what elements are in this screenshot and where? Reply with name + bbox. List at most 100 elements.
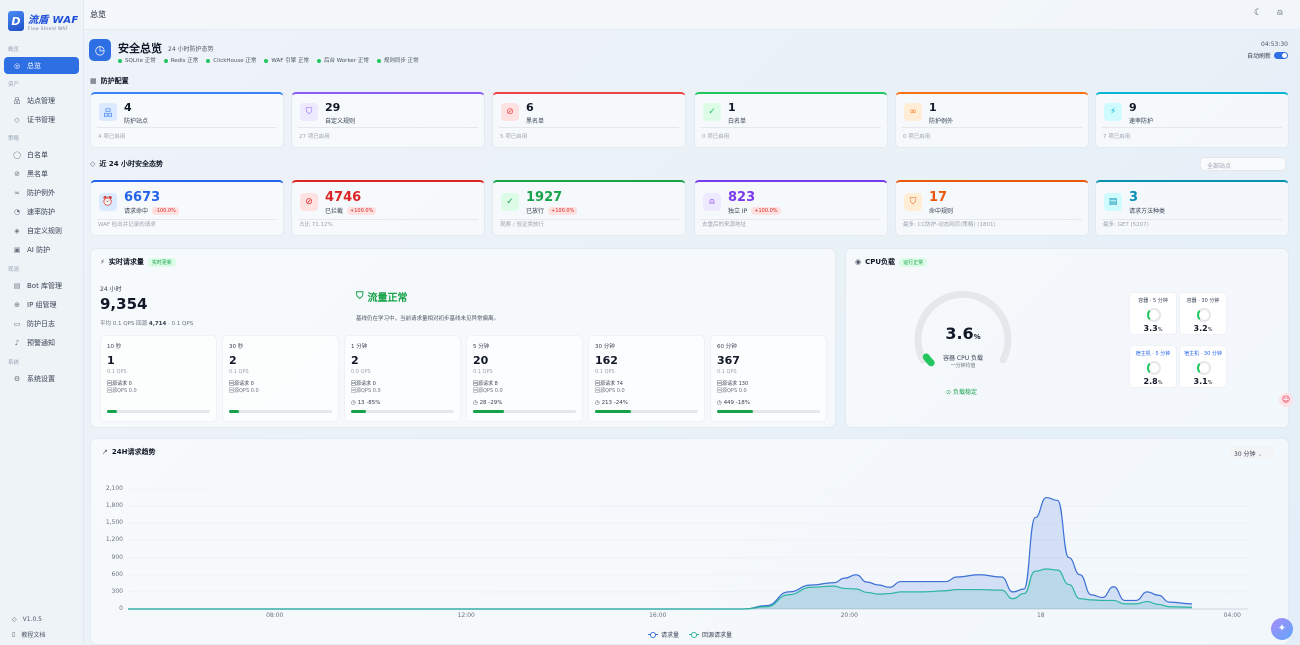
trend-card-badge: +100.0% bbox=[751, 206, 781, 215]
nav-section-system: 系统 bbox=[8, 360, 20, 366]
check-circle-icon: ✓ bbox=[501, 193, 519, 211]
topbar: 总览 ☾ ⍝ bbox=[84, 0, 1300, 30]
site-select[interactable]: 全部站点 bbox=[1200, 157, 1286, 171]
sidebar-item-blacklist[interactable]: ⊘ 黑名单 bbox=[4, 165, 79, 182]
sidebar-item-label: 总览 bbox=[27, 61, 41, 70]
bolt-icon: ⚡ bbox=[1104, 103, 1122, 121]
version: ◇ V1.0.5 bbox=[12, 616, 42, 623]
window-backend: 回源请求 130 bbox=[717, 381, 749, 387]
window-label: 30 秒 bbox=[229, 344, 244, 350]
sidebar-item-sites[interactable]: 品站点管理 bbox=[4, 92, 79, 109]
x-tick-label: 20:00 bbox=[840, 612, 858, 619]
window-backend-qps: 回源QPS 0.0 bbox=[351, 388, 381, 394]
window-label: 60 分钟 bbox=[717, 344, 737, 350]
sidebar-item-alerts[interactable]: ♪ 预警通知 bbox=[4, 334, 79, 351]
logo-mark: D bbox=[8, 11, 24, 31]
config-card-value: 4 bbox=[124, 101, 132, 114]
config-card-foot: 27 项已启用 bbox=[299, 134, 330, 140]
window-qps: 0.1 QPS bbox=[717, 369, 737, 375]
breadcrumb: 总览 bbox=[90, 10, 106, 19]
sidebar-item-label: IP 组管理 bbox=[27, 300, 57, 309]
auto-refresh[interactable]: 自动刷新 bbox=[1247, 51, 1288, 60]
legend-requests[interactable]: 请求量 bbox=[648, 630, 679, 639]
auto-refresh-toggle[interactable] bbox=[1274, 52, 1288, 59]
trend-card-label: 命中规则 bbox=[929, 208, 954, 215]
sidebar-item-bot[interactable]: ▤ Bot 库管理 bbox=[4, 277, 79, 294]
sidebar-item-settings[interactable]: ⚙ 系统设置 bbox=[4, 370, 79, 387]
sidebar-item-overview[interactable]: ◎ 总览 bbox=[4, 57, 79, 74]
cpu-label: 容器 CPU 负载 bbox=[942, 355, 983, 362]
trend-chart bbox=[128, 489, 1248, 610]
sparkle-icon[interactable]: ✦ bbox=[1271, 618, 1293, 640]
link-icon: ∞ bbox=[904, 103, 922, 121]
window-value: 2 bbox=[351, 354, 359, 367]
config-card[interactable]: ✓ 1 白名单 0 项已启用 bbox=[694, 92, 888, 148]
cpu-mini-gauge: 宿主机 · 5 分钟 2.8% bbox=[1129, 345, 1177, 388]
trend-card-label: 请求命中 bbox=[124, 208, 149, 215]
sidebar-item-certs[interactable]: ◇ 证书管理 bbox=[4, 111, 79, 128]
realtime-total: 9,354 bbox=[100, 295, 148, 313]
sidebar-item-logs[interactable]: ▭ 防护日志 bbox=[4, 315, 79, 332]
cpu-gauge bbox=[914, 290, 1012, 367]
window-backend: 回源请求 8 bbox=[473, 381, 498, 387]
clock-icon: ◷ bbox=[473, 400, 478, 406]
config-card[interactable]: 品 4 防护站点 4 项已启用 bbox=[90, 92, 284, 148]
eye-icon: ◉ bbox=[855, 258, 862, 266]
trend-card[interactable]: ▤ 3 请求方法种类 最多: GET (5207) bbox=[1095, 180, 1289, 236]
sidebar-item-whitelist[interactable]: ◯ 白名单 bbox=[4, 146, 79, 163]
config-card-foot: 4 项已启用 bbox=[98, 134, 126, 140]
config-card[interactable]: ∞ 1 防护例外 0 项已启用 bbox=[895, 92, 1089, 148]
auto-refresh-label: 自动刷新 bbox=[1246, 53, 1271, 60]
sidebar-item-ipgroup[interactable]: ⊕ IP 组管理 bbox=[4, 296, 79, 313]
trend-card[interactable]: ⛉ 17 命中规则 最多: CC防护-动态网页(策略) (1801) bbox=[895, 180, 1089, 236]
clock: 04:53:30 bbox=[1261, 41, 1288, 48]
clock-icon: ◷ bbox=[717, 400, 722, 406]
trend-card[interactable]: ⊘ 4746 已拦截 +100.0% 占比 71.12% bbox=[291, 180, 485, 236]
window-card: 60 分钟 367 0.1 QPS 回源请求 130 回源QPS 0.0 ◷ 4… bbox=[710, 335, 827, 422]
config-card-label: 白名单 bbox=[728, 118, 747, 125]
trend-card[interactable]: ⏰ 6673 请求命中 -100.0% WAF 检出并记录的请求 bbox=[90, 180, 284, 236]
page-title: 安全总览 bbox=[118, 42, 162, 55]
x-tick-label: 12:00 bbox=[457, 612, 475, 619]
logo[interactable]: D 流盾 WAF Flow Shield WAF bbox=[8, 8, 80, 34]
assistant-bubble-icon[interactable]: ☺ bbox=[1279, 393, 1293, 407]
sidebar-item-custom-rules[interactable]: ◈ 自定义规则 bbox=[4, 222, 79, 239]
trend-card-foot: 占比 71.12% bbox=[299, 222, 333, 228]
trend-card-foot: 最多: CC防护-动态网页(策略) (1801) bbox=[903, 222, 996, 228]
config-card[interactable]: ⊘ 6 黑名单 5 项已启用 bbox=[492, 92, 686, 148]
window-progress bbox=[351, 410, 454, 413]
config-card[interactable]: ⛉ 29 自定义规则 27 项已启用 bbox=[291, 92, 485, 148]
bell-icon: ♪ bbox=[14, 338, 20, 347]
window-backend-qps: 回源QPS 0.0 bbox=[107, 388, 137, 394]
interval-select[interactable]: 30 分钟 ⌄ bbox=[1229, 446, 1275, 459]
shield-check-icon: ⛉ bbox=[300, 103, 318, 121]
status-rule-sync: 规则同步 正常 bbox=[377, 56, 419, 64]
docs-link[interactable]: ▯ 教程文档 bbox=[12, 631, 46, 639]
realtime-qps: 平均 0.1 QPS 回源 4,714 · 0.1 QPS bbox=[100, 321, 194, 327]
window-card: 30 秒 2 0.1 QPS 回源请求 0 回源QPS 0.0 bbox=[222, 335, 339, 422]
y-tick-label: 2,100 bbox=[105, 485, 123, 492]
sidebar-item-ratelimit[interactable]: ◔ 速率防护 bbox=[4, 203, 79, 220]
window-progress bbox=[595, 410, 698, 413]
trend-card-label: 已拦截 bbox=[325, 208, 344, 215]
config-card[interactable]: ⚡ 9 速率防护 7 项已启用 bbox=[1095, 92, 1289, 148]
legend-backend[interactable]: 回源请求量 bbox=[689, 630, 732, 639]
status-sqlite: SQLite 正常 bbox=[118, 56, 156, 64]
config-section-title: ▦ 防护配置 bbox=[90, 77, 129, 85]
sidebar-item-ai[interactable]: ▣ AI 防护 bbox=[4, 241, 79, 258]
user-icon[interactable]: ⍝ bbox=[1277, 8, 1283, 18]
window-qps: 0.1 QPS bbox=[107, 369, 127, 375]
moon-icon[interactable]: ☾ bbox=[1253, 8, 1263, 18]
window-value: 367 bbox=[717, 354, 740, 367]
realtime-tag: 实时更新 bbox=[147, 257, 176, 267]
sidebar-item-exceptions[interactable]: ∞ 防护例外 bbox=[4, 184, 79, 201]
trend-card[interactable]: ✓ 1927 已放行 +100.0% 观察 / 验证类放行 bbox=[492, 180, 686, 236]
trend-card-label: 已放行 bbox=[526, 208, 545, 215]
trend-card[interactable]: ⍝ 823 独立 IP +100.0% 去重后的来源地址 bbox=[694, 180, 888, 236]
sidebar-item-label: 系统设置 bbox=[27, 374, 55, 383]
status-waf-engine: WAF 引擎 正常 bbox=[264, 56, 309, 64]
y-tick-label: 1,200 bbox=[105, 536, 123, 544]
check-circle-icon: ✓ bbox=[703, 103, 721, 121]
chevron-down-icon: ⌄ bbox=[1257, 451, 1263, 458]
window-backend-qps: 回源QPS 0.0 bbox=[229, 388, 259, 394]
